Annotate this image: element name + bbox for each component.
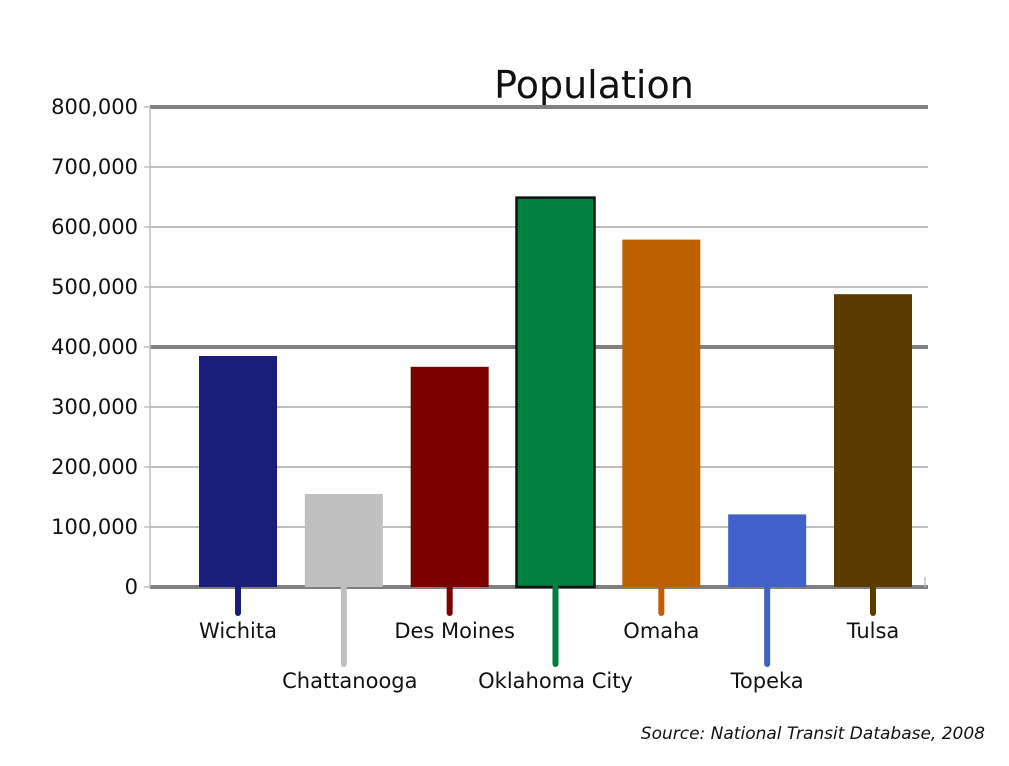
label-leaders (235, 584, 876, 667)
bar-des-moines (410, 366, 489, 587)
y-axis-ticks: 0 100,000 200,000 300,000 400,000 500,000 600,… (51, 95, 138, 599)
y-tick-label: 0 (125, 575, 138, 599)
y-tick-label: 100,000 (51, 515, 138, 539)
x-tick-label: Omaha (623, 619, 699, 643)
x-tick-label: Des Moines (394, 619, 515, 643)
chart-title: Population (494, 63, 694, 107)
y-tick-label: 300,000 (51, 395, 138, 419)
bar-omaha (622, 239, 701, 587)
bar-oklahoma-city (515, 196, 596, 589)
y-tick-label: 400,000 (51, 335, 138, 359)
bar-tulsa (834, 294, 912, 587)
x-tick-label: Chattanooga (282, 669, 417, 693)
source-note: Source: National Transit Database, 2008 (640, 724, 985, 744)
x-tick-label: Wichita (199, 619, 277, 643)
y-tick-label: 500,000 (51, 275, 138, 299)
bar-topeka (728, 514, 807, 587)
y-tick-label: 200,000 (51, 455, 138, 479)
x-tick-label: Topeka (730, 669, 804, 693)
bars (199, 196, 912, 589)
y-tick-label: 600,000 (51, 215, 138, 239)
y-tick-label: 800,000 (51, 95, 138, 119)
y-tick-label: 700,000 (51, 155, 138, 179)
bar-wichita (199, 356, 277, 587)
bar-chattanooga (304, 494, 383, 587)
x-axis-labels: Wichita Chattanooga Des Moines Oklahoma Cit… (199, 619, 899, 693)
x-tick-label: Oklahoma City (478, 669, 633, 693)
x-tick-label: Tulsa (846, 619, 900, 643)
